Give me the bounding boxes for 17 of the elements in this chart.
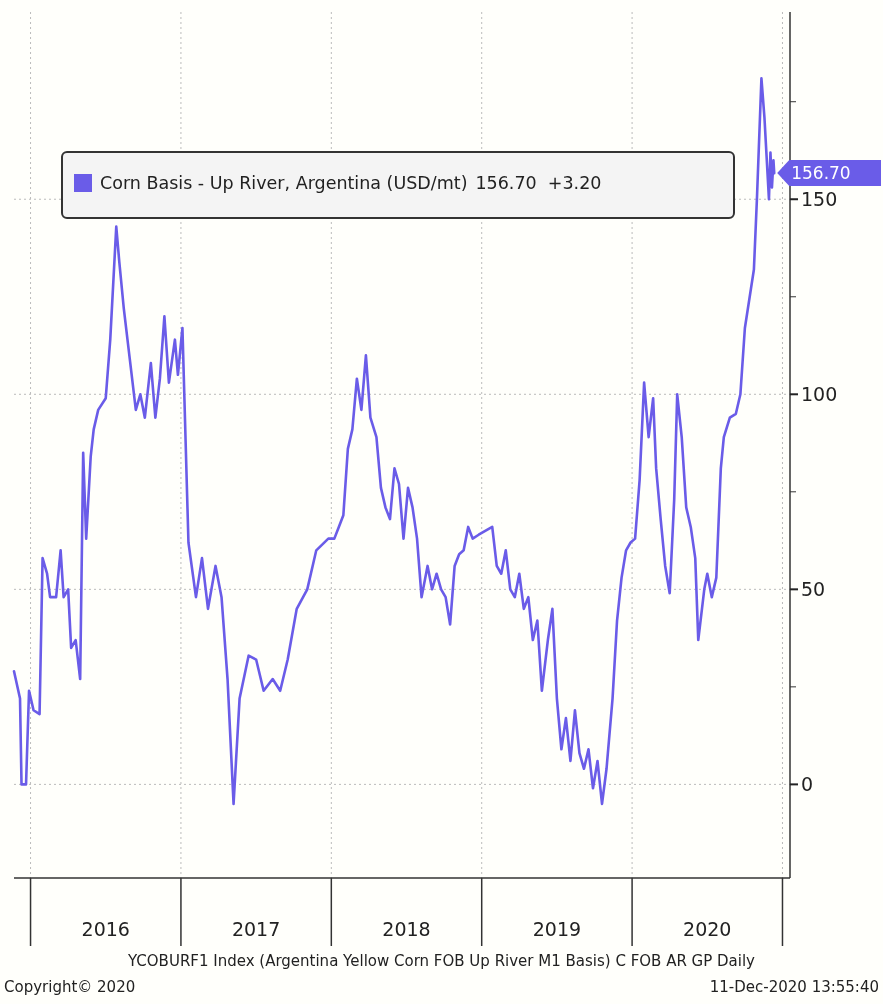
annotation: 156.70 +3.20 bbox=[475, 173, 602, 194]
legend-label: Corn Basis - Up River, Argentina (USD/mt) bbox=[100, 173, 468, 194]
x-tick-label: 2017 bbox=[231, 918, 281, 940]
line-series bbox=[12, 77, 776, 806]
annotation: 156.70 bbox=[791, 163, 851, 184]
text: YCOBURF1 Index (Argentina Yellow Corn FOB Up River M1 Basis) C FOB AR GP Daily bbox=[126, 952, 756, 970]
x-tick-label: 2019 bbox=[532, 918, 582, 940]
legend-box: Corn Basis - Up River, Argentina (USD/mt) 156.70 +3.20 bbox=[61, 151, 735, 219]
text: 11-Dec-2020 13:55:40 bbox=[709, 978, 879, 996]
y-tick-label: 0 bbox=[801, 773, 814, 796]
y-tick-label: 150 bbox=[801, 187, 838, 210]
text: Copyright© 2020 bbox=[4, 978, 136, 996]
y-tick-label: 100 bbox=[801, 382, 838, 405]
x-tick-label: 2018 bbox=[382, 918, 431, 940]
y-tick-label: 50 bbox=[801, 577, 826, 600]
x-tick-label: 2016 bbox=[81, 918, 130, 940]
x-tick-label: 2020 bbox=[683, 918, 732, 940]
